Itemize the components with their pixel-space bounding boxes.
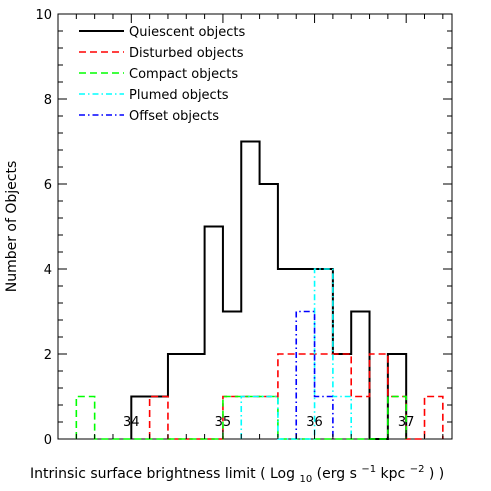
legend-label: Plumed objects [129,88,229,103]
y-tick-label: 8 [44,93,52,108]
y-tick-label: 6 [44,178,52,193]
legend-label: Compact objects [129,67,238,82]
x-label-suffix: ) ) [429,466,444,482]
series-plumed-objects [240,268,353,440]
y-axis-label: Number of Objects [4,161,20,293]
series-layer [75,140,444,440]
y-tick-label: 2 [44,348,52,363]
legend-label: Quiescent objects [129,25,246,40]
y-tick-label: 10 [35,8,52,23]
x-label-units-mid: kpc [381,466,406,482]
x-label-subscript: 10 [299,474,312,485]
legend-label: Disturbed objects [129,46,244,61]
x-axis-label: Intrinsic surface brightness limit ( Log… [30,460,444,486]
x-label-superscript-2: −2 [410,464,425,475]
legend-label: Offset objects [129,109,219,124]
plot-area [57,13,453,440]
x-tick-label: 34 [123,415,140,430]
x-tick-label: 36 [306,415,323,430]
y-tick-label: 0 [44,433,52,448]
axes-layer: 34 35 36 37 0 2 4 6 8 10 [35,8,452,448]
y-tick-label: 4 [44,263,52,278]
legend: Quiescent objects Disturbed objects Compac… [79,25,246,124]
x-tick-label: 35 [215,415,232,430]
x-label-units-start: (erg s [317,466,357,482]
x-label-superscript-1: −1 [361,464,376,475]
plot-frame [57,13,453,440]
x-label-prefix: Intrinsic surface brightness limit ( Log [30,466,295,482]
x-tick-label: 37 [398,415,415,430]
series-quiescent-objects [130,140,408,440]
